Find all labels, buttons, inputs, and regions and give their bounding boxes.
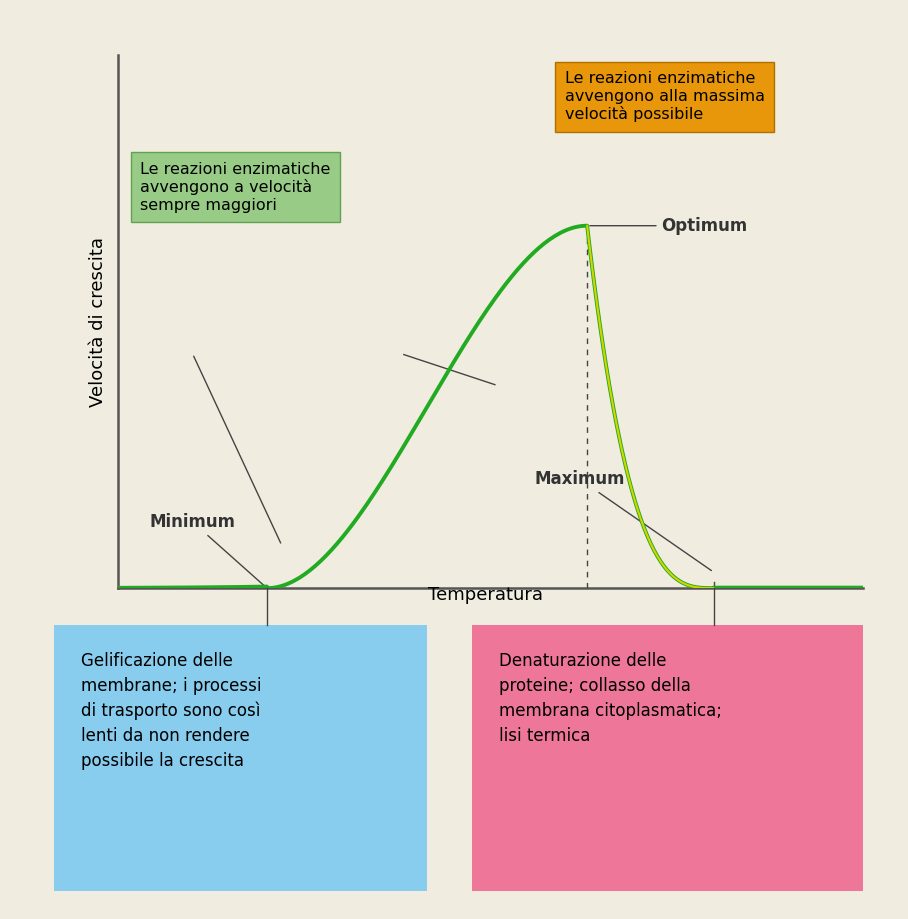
Text: Maximum: Maximum [535,471,711,571]
Text: Le reazioni enzimatiche
avvengono alla massima
velocità possibile: Le reazioni enzimatiche avvengono alla m… [565,71,765,122]
Text: Gelificazione delle
membrane; i processi
di trasporto sono così
lenti da non ren: Gelificazione delle membrane; i processi… [81,652,261,770]
Text: Optimum: Optimum [590,217,748,234]
Text: Denaturazione delle
proteine; collasso della
membrana citoplasmatica;
lisi termi: Denaturazione delle proteine; collasso d… [499,652,723,744]
Y-axis label: Velocità di crescita: Velocità di crescita [89,237,107,406]
Text: Le reazioni enzimatiche
avvengono a velocità
sempre maggiori: Le reazioni enzimatiche avvengono a velo… [141,162,331,212]
Text: Minimum: Minimum [150,513,265,586]
Text: Temperatura: Temperatura [429,586,543,605]
